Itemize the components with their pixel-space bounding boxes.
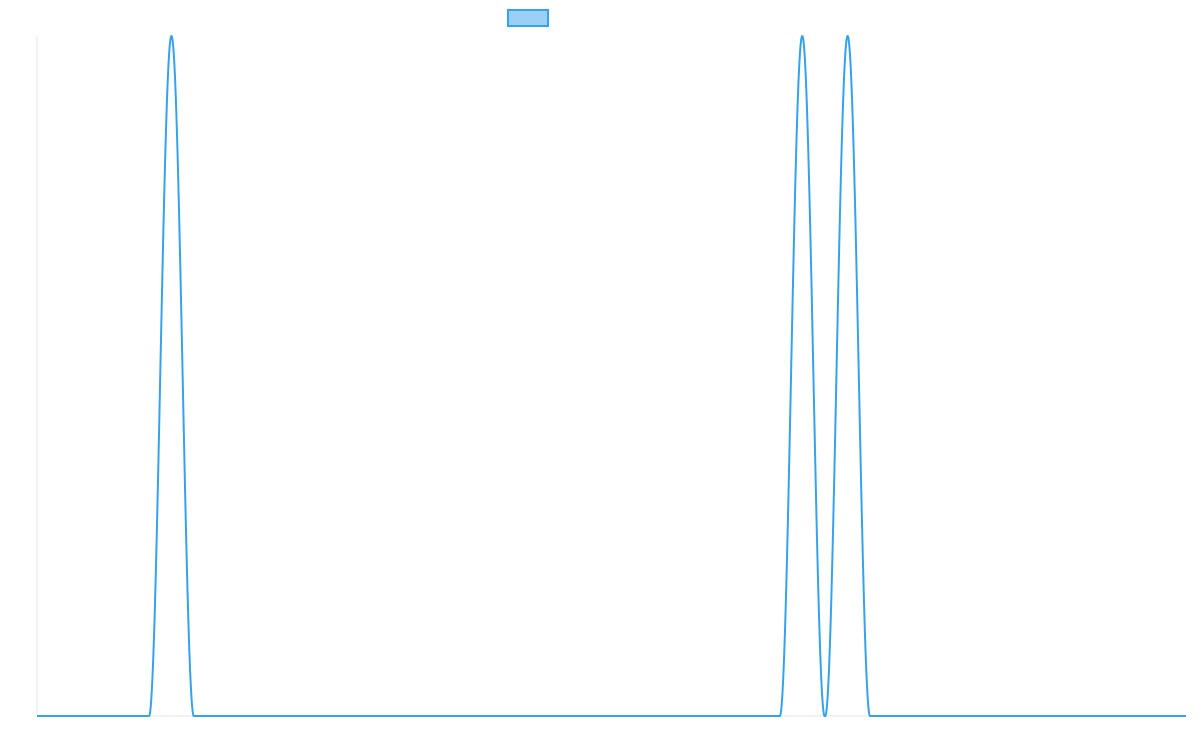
peak-point[interactable] xyxy=(799,33,805,39)
peak-point[interactable] xyxy=(168,33,174,39)
legend-swatch[interactable] xyxy=(507,9,549,27)
peak-point[interactable] xyxy=(845,33,851,39)
series-line xyxy=(36,35,1187,717)
plot-area xyxy=(36,33,1187,717)
chart-legend[interactable] xyxy=(507,9,549,27)
chart-axes xyxy=(36,36,1186,717)
